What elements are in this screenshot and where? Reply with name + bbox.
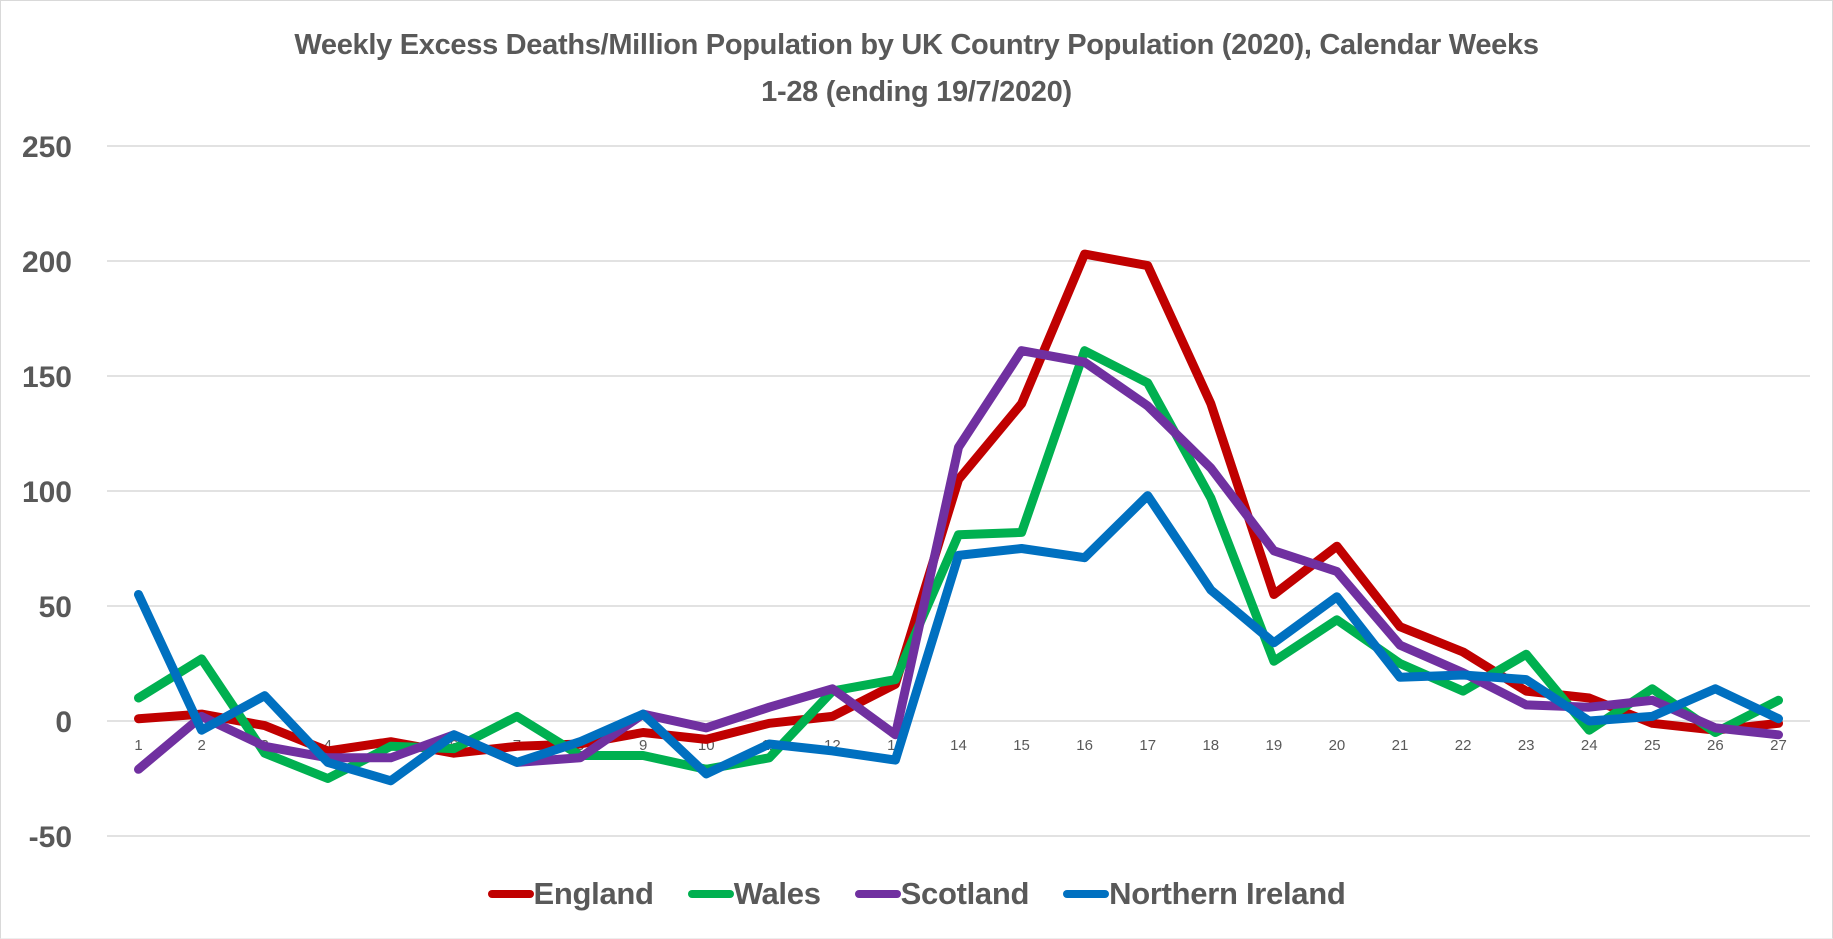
legend-item-northern-ireland: Northern Ireland xyxy=(1063,876,1346,912)
x-tick-label: 16 xyxy=(1076,737,1093,754)
y-tick-label: -50 xyxy=(29,821,72,854)
gridlines xyxy=(107,145,1810,837)
x-tick-label: 4 xyxy=(324,737,332,754)
y-tick-label: 250 xyxy=(22,131,72,164)
x-tick-label: 19 xyxy=(1266,737,1283,754)
legend: England Wales Scotland Northern Ireland xyxy=(0,876,1833,912)
x-tick-label: 22 xyxy=(1455,737,1472,754)
x-tick-label: 26 xyxy=(1707,737,1724,754)
legend-label-england: England xyxy=(533,876,654,911)
y-tick-label: 200 xyxy=(22,246,72,279)
legend-swatch-scotland xyxy=(854,890,901,898)
legend-swatch-wales xyxy=(687,890,734,898)
legend-label-wales: Wales xyxy=(733,876,821,911)
x-tick-label: 27 xyxy=(1770,737,1787,754)
legend-item-scotland: Scotland xyxy=(854,876,1030,912)
x-tick-label: 9 xyxy=(639,737,647,754)
y-tick-label: 50 xyxy=(39,591,72,624)
x-tick-label: 15 xyxy=(1013,737,1030,754)
x-tick-label: 23 xyxy=(1518,737,1535,754)
x-tick-label: 21 xyxy=(1392,737,1409,754)
chart-title-line-1: Weekly Excess Deaths/Million Population … xyxy=(294,29,1539,61)
chart-title: Weekly Excess Deaths/Million Population … xyxy=(0,22,1833,116)
legend-swatch-northern-ireland xyxy=(1063,890,1110,898)
y-tick-label: 150 xyxy=(22,361,72,394)
y-tick-label: 100 xyxy=(22,476,72,509)
y-tick-label: 0 xyxy=(55,706,72,739)
x-tick-label: 14 xyxy=(950,737,967,754)
legend-label-scotland: Scotland xyxy=(900,876,1030,911)
x-tick-label: 2 xyxy=(197,737,205,754)
x-tick-label: 17 xyxy=(1139,737,1156,754)
legend-label-northern-ireland: Northern Ireland xyxy=(1109,876,1346,911)
series-lines xyxy=(134,249,1783,786)
x-tick-label: 20 xyxy=(1329,737,1346,754)
x-tick-label: 18 xyxy=(1202,737,1219,754)
x-tick-label: 24 xyxy=(1581,737,1598,754)
series-line-england xyxy=(134,249,1783,758)
chart-title-line-2: 1-28 (ending 19/7/2020) xyxy=(761,76,1072,108)
legend-swatch-england xyxy=(487,890,534,898)
legend-item-england: England xyxy=(487,876,654,912)
x-tick-label: 25 xyxy=(1644,737,1661,754)
series-line-northern-ireland xyxy=(134,491,1783,786)
x-tick-label: 1 xyxy=(134,737,142,754)
series-line-scotland xyxy=(134,346,1783,774)
legend-item-wales: Wales xyxy=(687,876,821,912)
y-axis-tick-labels: -50 0 50 100 150 200 250 xyxy=(22,131,72,854)
